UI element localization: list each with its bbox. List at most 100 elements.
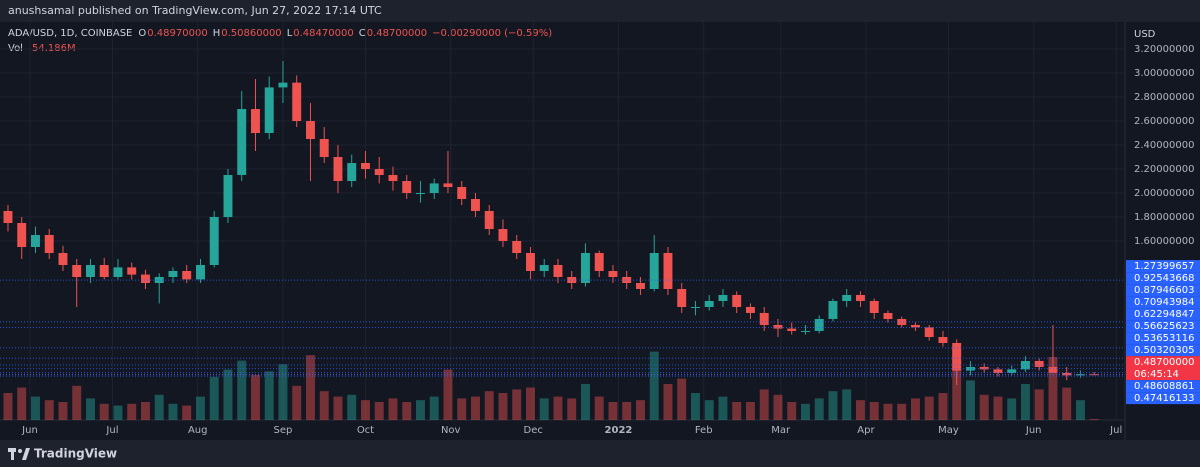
volume-bar bbox=[127, 403, 137, 420]
x-tick-label: Sep bbox=[274, 425, 293, 436]
countdown: 06:45:14 bbox=[1134, 369, 1179, 380]
volume-bar bbox=[196, 396, 205, 420]
volume-bar bbox=[17, 387, 27, 420]
candle-body bbox=[141, 274, 150, 283]
candle-body bbox=[828, 300, 838, 319]
volume-bar bbox=[388, 398, 398, 420]
candle-body bbox=[333, 157, 343, 182]
candle-body bbox=[44, 234, 54, 253]
volume-bar bbox=[278, 364, 288, 420]
candle-body bbox=[1089, 374, 1099, 376]
candle-body bbox=[910, 324, 920, 328]
legend-change: −0.00290000 (−0.59%) bbox=[432, 28, 552, 39]
volume-bar bbox=[44, 400, 54, 420]
x-tick-label: Mar bbox=[771, 425, 791, 436]
candle-body bbox=[993, 369, 1003, 373]
candle-body bbox=[374, 169, 384, 176]
volume-bar bbox=[842, 389, 852, 420]
candle-body bbox=[251, 109, 260, 134]
price-label: 0.48608861 bbox=[1134, 381, 1194, 392]
volume-bar bbox=[1048, 357, 1058, 420]
candle-body bbox=[86, 264, 95, 277]
candle-body bbox=[608, 270, 618, 277]
candle-body bbox=[292, 82, 302, 122]
volume-bar bbox=[649, 351, 659, 420]
y-tick-label: 2.20000000 bbox=[1134, 164, 1194, 175]
volume-bar bbox=[1075, 400, 1085, 420]
candle-body bbox=[512, 240, 522, 253]
price-label: 0.50320305 bbox=[1134, 345, 1194, 356]
candle-body bbox=[897, 318, 907, 325]
volume-bar bbox=[347, 394, 357, 420]
volume-bar bbox=[1020, 384, 1030, 420]
published-note: anushsamal published on TradingView.com,… bbox=[8, 4, 382, 17]
volume-bar bbox=[677, 378, 687, 420]
volume-bar bbox=[1089, 419, 1099, 420]
price-label: 0.92543668 bbox=[1134, 273, 1194, 284]
volume-bar bbox=[182, 405, 192, 420]
volume-bar bbox=[113, 405, 123, 420]
candle-body bbox=[72, 264, 82, 277]
volume-bar bbox=[745, 402, 755, 420]
volume-bar bbox=[58, 402, 68, 420]
volume-bar bbox=[855, 400, 865, 420]
candle-body bbox=[525, 252, 535, 271]
price-label: 0.47416133 bbox=[1134, 393, 1194, 404]
candle-body bbox=[237, 109, 247, 176]
candle-body bbox=[718, 294, 728, 301]
volume-bar bbox=[498, 393, 508, 420]
y-tick-label: 3.00000000 bbox=[1134, 68, 1194, 79]
volume-bar bbox=[965, 380, 975, 420]
volume-bar bbox=[402, 402, 412, 420]
candle-body bbox=[814, 318, 824, 331]
overlay: 1.273996570.925436680.879466030.70943984… bbox=[0, 260, 1200, 405]
volume-bar bbox=[814, 398, 824, 420]
x-tick-label: Oct bbox=[357, 425, 374, 436]
candle-body bbox=[1062, 372, 1072, 376]
volume-bar bbox=[141, 402, 150, 420]
volume-bar bbox=[319, 391, 329, 420]
volume-bar bbox=[622, 402, 632, 420]
x-tick-label: May bbox=[938, 425, 959, 436]
volume-bar bbox=[690, 393, 700, 420]
candle-body bbox=[1034, 360, 1044, 367]
volume-bar bbox=[333, 396, 343, 420]
volume-bar bbox=[718, 396, 728, 420]
logo bbox=[8, 448, 30, 460]
candle-body bbox=[855, 294, 865, 301]
y-tick-label: 3.20000000 bbox=[1134, 44, 1194, 55]
volume-bar bbox=[154, 394, 164, 420]
legend-c: 0.48700000 bbox=[367, 28, 427, 39]
price-label: 0.62294847 bbox=[1134, 309, 1194, 320]
candle-body bbox=[429, 183, 439, 194]
price-label-bg bbox=[1126, 332, 1200, 345]
volume-bar bbox=[869, 402, 879, 420]
volume-bar bbox=[86, 398, 95, 420]
volume-bar bbox=[608, 402, 618, 420]
candle-body bbox=[732, 294, 742, 307]
volume-bar bbox=[924, 396, 934, 420]
price-label: 0.87946603 bbox=[1134, 285, 1194, 296]
candle-body bbox=[415, 193, 425, 195]
volume-bar bbox=[567, 398, 577, 420]
volume-bar bbox=[168, 403, 178, 420]
candle-body bbox=[264, 87, 274, 134]
y-tick-label: 2.00000000 bbox=[1134, 188, 1194, 199]
legend-l-key: L bbox=[287, 28, 293, 39]
candle-body bbox=[553, 264, 563, 277]
volume-bar bbox=[72, 385, 82, 420]
candle-body bbox=[704, 300, 714, 307]
price-label-bg bbox=[1126, 272, 1200, 285]
candle-body bbox=[484, 211, 494, 229]
candle-body bbox=[457, 187, 467, 200]
price-label: 0.70943984 bbox=[1134, 297, 1194, 308]
symbol: ADA/USD, 1D, COINBASE bbox=[8, 28, 132, 39]
volume-bar bbox=[938, 393, 948, 420]
price-label-bg bbox=[1126, 356, 1200, 381]
y-tick-label: 2.40000000 bbox=[1134, 140, 1194, 151]
volume-bar bbox=[635, 400, 645, 420]
currency: USD bbox=[1134, 29, 1156, 40]
x-tick-label: Feb bbox=[695, 425, 713, 436]
